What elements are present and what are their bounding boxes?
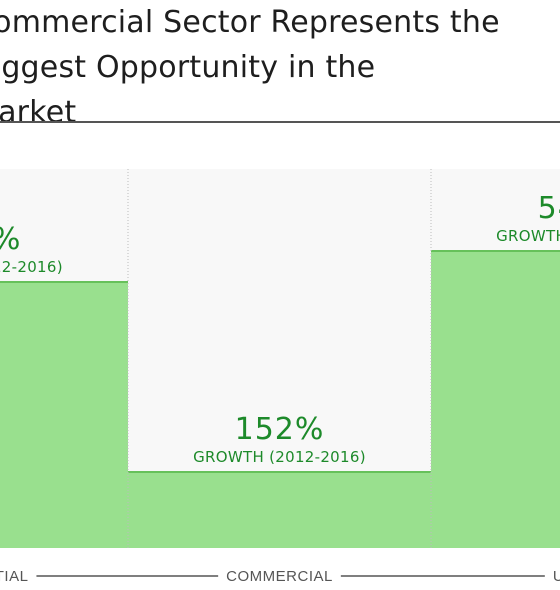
value-label-residential: 244% bbox=[0, 222, 21, 257]
bar-commercial bbox=[128, 472, 431, 548]
value-label-utility: 541% bbox=[538, 191, 560, 226]
category-label-commercial: COMMERCIAL bbox=[226, 568, 333, 585]
category-label-residential: RESIDENTIAL bbox=[0, 568, 28, 585]
growth-bar-chart: 244%GROWTH (2012-2016)152%GROWTH (2012-2… bbox=[0, 169, 560, 585]
title-divider bbox=[0, 121, 560, 123]
value-label-commercial: 152% bbox=[235, 412, 325, 447]
category-label-utility: UTILITY bbox=[553, 568, 560, 585]
growth-period-label-residential: GROWTH (2012-2016) bbox=[0, 258, 63, 276]
growth-period-label-utility: GROWTH (2012-2016) bbox=[496, 227, 560, 245]
bar-utility bbox=[431, 251, 560, 548]
growth-period-label-commercial: GROWTH (2012-2016) bbox=[193, 448, 366, 466]
slide-title: Commercial Sector Represents the Biggest… bbox=[0, 5, 500, 130]
bar-residential bbox=[0, 282, 128, 548]
